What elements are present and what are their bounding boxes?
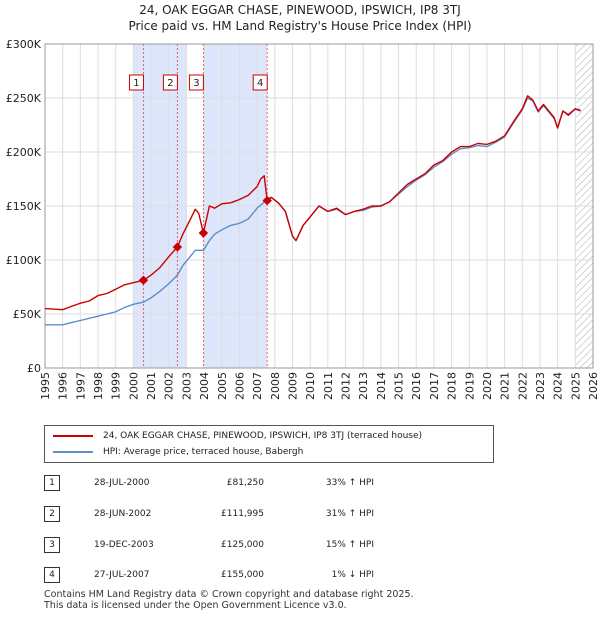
sale-label-text: 1 [133, 78, 139, 89]
transaction-row: 4 27-JUL-2007 £155,000 1% ↓ HPI [44, 567, 464, 583]
footer-copyright: Contains HM Land Registry data © Crown c… [44, 589, 414, 600]
x-tick-label: 1998 [92, 372, 105, 400]
legend-swatch-property [53, 435, 93, 437]
transaction-price: £155,000 [221, 570, 264, 580]
transaction-hpi: 15% ↑ HPI [325, 540, 374, 550]
transaction-date: 28-JUN-2002 [94, 509, 152, 519]
transaction-price: £81,250 [226, 478, 264, 488]
sale-point [262, 195, 272, 206]
transaction-number: 3 [44, 537, 60, 553]
x-tick-label: 1997 [74, 372, 87, 400]
transaction-number: 4 [44, 567, 60, 583]
transaction-row: 3 19-DEC-2003 £125,000 15% ↑ HPI [44, 537, 464, 553]
price-chart: 1 2 3 4 £0 £50K £100K £150K £200K £250K £300K 1995 1… [6, 38, 600, 400]
x-tick-label: 2001 [145, 372, 158, 400]
x-tick-label: 2011 [322, 372, 335, 400]
sale-label-frame [252, 74, 268, 91]
sale-point [172, 242, 183, 252]
x-tick-label: 2019 [463, 372, 476, 400]
x-tick-label: 2013 [357, 372, 370, 400]
x-tick-label: 2010 [304, 372, 317, 400]
sale-label-frame [188, 74, 204, 91]
y-tick-label: £100K [6, 254, 42, 267]
x-tick-label: 2016 [410, 372, 423, 400]
transaction-price: £125,000 [221, 540, 264, 550]
legend-label-property: 24, OAK EGGAR CHASE, PINEWOOD, IPSWICH, … [103, 431, 423, 441]
x-tick-label: 2015 [393, 372, 406, 400]
transaction-date: 28-JUL-2000 [94, 478, 150, 488]
sale-label-text: 4 [257, 78, 263, 89]
transaction-hpi: 33% ↑ HPI [325, 478, 374, 488]
chart-subtitle: Price paid vs. HM Land Registry's House … [128, 19, 472, 33]
transaction-hpi: 31% ↑ HPI [325, 509, 374, 519]
legend: 24, OAK EGGAR CHASE, PINEWOOD, IPSWICH, … [44, 425, 494, 463]
x-tick-label: 2004 [198, 372, 211, 400]
x-tick-label: 2007 [251, 372, 264, 400]
x-tick-label: 2006 [233, 372, 246, 400]
x-tick-label: 2025 [569, 372, 582, 400]
x-tick-label: 2005 [216, 372, 229, 400]
plot-frame [44, 43, 594, 369]
sale-label-frame [128, 74, 144, 91]
transaction-number: 1 [44, 475, 60, 491]
sale-label-box: 4 [252, 74, 268, 91]
x-tick-label: 2012 [340, 372, 353, 400]
x-tick-label: 2000 [127, 372, 140, 400]
x-tick-label: 2020 [481, 372, 494, 400]
transaction-row: 2 28-JUN-2002 £111,995 31% ↑ HPI [44, 506, 464, 522]
legend-label-hpi: HPI: Average price, terraced house, Babe… [103, 447, 304, 457]
transaction-row: 1 28-JUL-2000 £81,250 33% ↑ HPI [44, 475, 464, 491]
footer: Contains HM Land Registry data © Crown c… [44, 589, 414, 611]
transaction-number: 2 [44, 506, 60, 522]
y-tick-label: £0 [27, 362, 41, 375]
chart-title: 24, OAK EGGAR CHASE, PINEWOOD, IPSWICH, … [139, 3, 461, 17]
x-tick-label: 1995 [39, 372, 52, 400]
x-tick-label: 2026 [587, 372, 600, 400]
sale-label-text: 3 [193, 78, 199, 89]
sale-label-box: 1 [128, 74, 144, 91]
sale-label-box: 3 [188, 74, 204, 91]
x-tick-label: 1996 [57, 372, 70, 400]
x-tick-label: 2008 [269, 372, 282, 400]
x-tick-label: 2021 [499, 372, 512, 400]
transaction-date: 27-JUL-2007 [94, 570, 150, 580]
x-tick-label: 2023 [534, 372, 547, 400]
sale-label-text: 2 [167, 78, 173, 89]
y-tick-label: £200K [6, 146, 42, 159]
sale-label-box: 2 [162, 74, 178, 91]
transaction-price: £111,995 [221, 509, 264, 519]
x-tick-label: 1999 [110, 372, 123, 400]
y-tick-label: £300K [6, 38, 42, 51]
transaction-date: 19-DEC-2003 [94, 540, 154, 550]
sale-point [198, 228, 209, 238]
x-tick-label: 2002 [163, 372, 176, 400]
x-tick-label: 2017 [428, 372, 441, 400]
property-price-line [44, 95, 581, 311]
y-tick-label: £50K [13, 308, 42, 321]
x-tick-label: 2014 [375, 372, 388, 400]
x-tick-label: 2003 [180, 372, 193, 400]
footer-licence: This data is licensed under the Open Gov… [44, 600, 347, 611]
y-tick-label: £250K [6, 92, 42, 105]
sale-point [138, 275, 149, 285]
y-tick-label: £150K [6, 200, 42, 213]
transaction-hpi: 1% ↓ HPI [331, 570, 374, 580]
legend-swatch-hpi [53, 451, 93, 453]
x-tick-label: 2024 [552, 372, 565, 400]
x-tick-label: 2022 [516, 372, 529, 400]
sale-label-frame [162, 74, 178, 91]
hpi-line [45, 97, 581, 326]
x-tick-label: 2009 [286, 372, 299, 400]
x-tick-label: 2018 [446, 372, 459, 400]
